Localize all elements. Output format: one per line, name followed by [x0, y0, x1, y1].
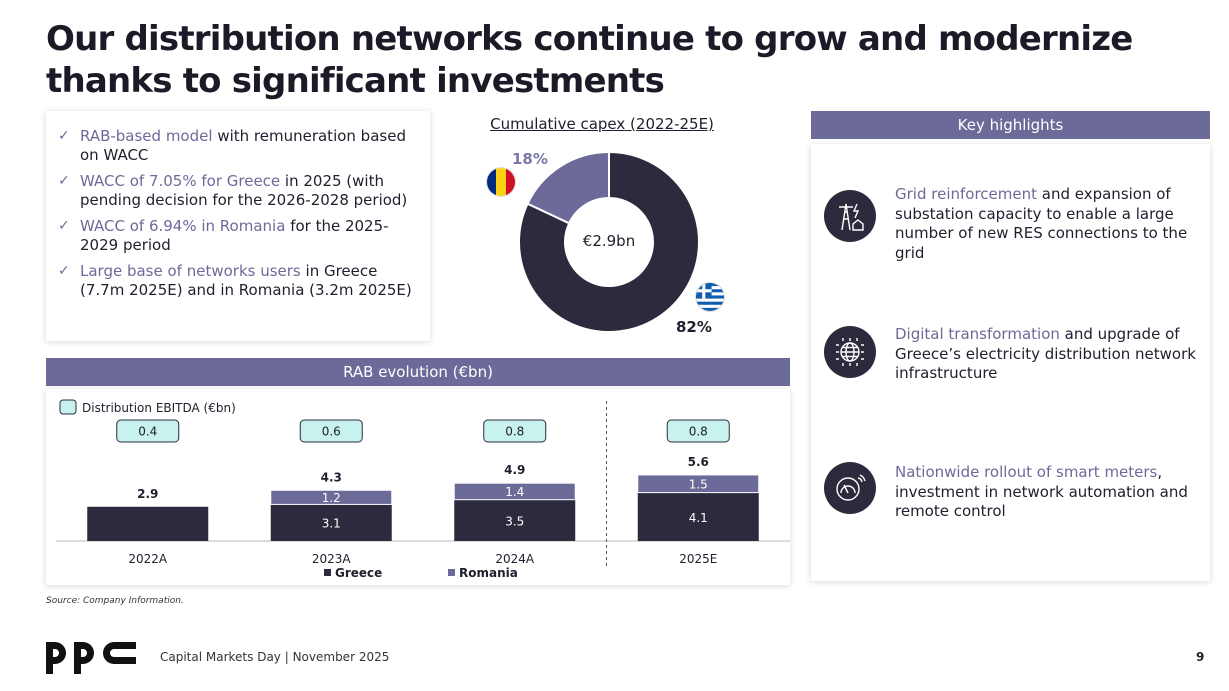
- bar-greece-2024A: [454, 499, 576, 541]
- series-legend-greece: Greece: [324, 566, 382, 580]
- rab-chart-header: RAB evolution (€bn): [46, 358, 790, 386]
- digital-globe-icon: [824, 326, 876, 378]
- donut-slice-greece: [518, 150, 700, 333]
- check-icon: ✓: [58, 218, 70, 234]
- bar-label-romania: 1.2: [322, 491, 341, 505]
- bar-total-label: 5.6: [688, 455, 709, 469]
- bar-total-label: 2.9: [137, 487, 158, 501]
- ebitda-legend: Distribution EBITDA (€bn): [59, 399, 236, 415]
- bullet-item: ✓ WACC of 7.05% for Greece in 2025 (with …: [58, 172, 408, 209]
- model-bullets-card: ✓ RAB-based model with remuneration based…: [46, 111, 430, 341]
- bar-greece-2022A: [87, 506, 209, 541]
- power-grid-icon: [824, 190, 876, 242]
- ebitda-badge: [483, 419, 547, 443]
- capex-donut-chart: [518, 150, 700, 333]
- highlight-grid-reinforcement: Grid reinforcement and expansion of subs…: [895, 185, 1188, 262]
- smart-meter-icon: [824, 462, 876, 514]
- highlight-digital-transformation: Digital transformation and upgrade of Gr…: [895, 325, 1196, 382]
- bar-total-label: 4.3: [321, 470, 342, 484]
- bar-romania-2025E: [637, 474, 760, 494]
- page-number: 9: [1196, 650, 1205, 664]
- footer-event-text: Capital Markets Day | November 2025: [160, 650, 390, 664]
- greece-share-label: 82%: [676, 318, 712, 336]
- ebitda-value: 0.6: [322, 425, 341, 439]
- key-highlights-header: Key highlights: [811, 111, 1210, 139]
- bullet-item: ✓ RAB-based model with remuneration based…: [58, 127, 406, 164]
- page-title: Our distribution networks continue to gr…: [46, 19, 1133, 101]
- bar-romania-2023A: [270, 489, 393, 505]
- bullet-item: ✓ Large base of networks users in Greece …: [58, 262, 412, 299]
- check-icon: ✓: [58, 128, 70, 144]
- svg-text:Greece: Greece: [335, 566, 382, 580]
- ebitda-badge: [666, 419, 730, 443]
- source-note: Source: Company Information.: [46, 596, 184, 606]
- ebitda-badge: [299, 419, 363, 443]
- check-icon: ✓: [58, 263, 70, 279]
- ebitda-value: 0.8: [505, 425, 524, 439]
- donut-center-label: €2.9bn: [582, 232, 636, 250]
- x-tick-label: 2025E: [679, 552, 717, 566]
- bar-label-romania: 1.4: [505, 485, 524, 499]
- bar-greece-2025E: [637, 492, 759, 541]
- x-tick-label: 2022A: [128, 552, 168, 566]
- bar-label-greece: 4.1: [689, 511, 708, 525]
- bar-total-label: 4.9: [504, 463, 525, 477]
- bar-label-romania: 1.5: [689, 477, 708, 491]
- ebitda-badge: [116, 419, 180, 443]
- bar-label-greece: 3.5: [505, 514, 524, 528]
- highlight-smart-meters: Nationwide rollout of smart meters, inve…: [895, 463, 1188, 520]
- bullet-item: ✓ WACC of 6.94% in Romania for the 2025-2…: [58, 217, 389, 254]
- ppc-logo: [46, 642, 136, 674]
- x-tick-label: 2023A: [312, 552, 352, 566]
- romania-flag: [487, 168, 515, 196]
- svg-text:Romania: Romania: [459, 566, 518, 580]
- x-tick-label: 2024A: [495, 552, 535, 566]
- donut-chart-title: Cumulative capex (2022-25E): [490, 115, 714, 133]
- bar-romania-2024A: [453, 482, 576, 501]
- svg-text:Distribution EBITDA (€bn): Distribution EBITDA (€bn): [82, 401, 236, 415]
- greece-flag: [696, 283, 724, 311]
- romania-share-label: 18%: [512, 150, 548, 168]
- ebitda-value: 0.4: [138, 425, 157, 439]
- series-legend-romania: Romania: [448, 566, 518, 580]
- bar-label-greece: 3.1: [322, 517, 341, 531]
- check-icon: ✓: [58, 173, 70, 189]
- key-highlights-panel: [811, 144, 1210, 581]
- donut-slice-romania: [526, 150, 610, 225]
- bar-greece-2023A: [270, 504, 392, 541]
- ebitda-value: 0.8: [689, 425, 708, 439]
- rab-bar-chart: Distribution EBITDA (€bn) 2.9 0.4 2022A 3.1 1…: [56, 399, 790, 580]
